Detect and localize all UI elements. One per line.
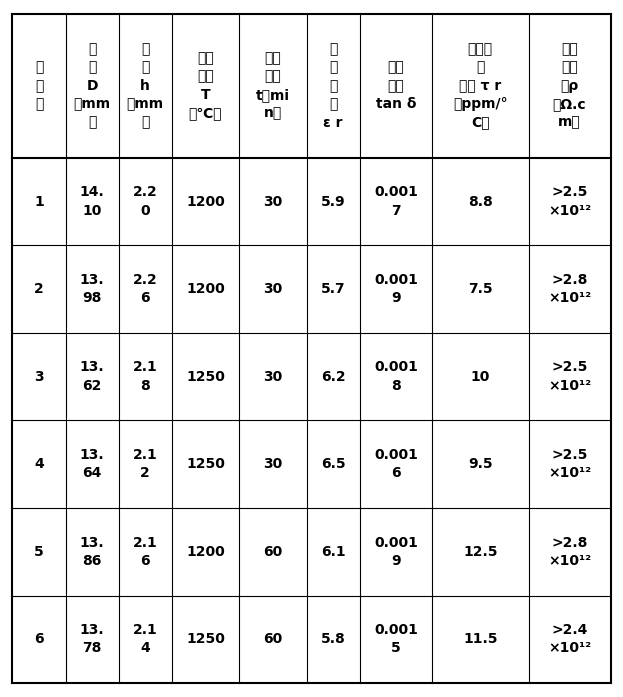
Text: 6.5: 6.5 [321, 457, 346, 471]
Text: 0.001
7: 0.001 7 [374, 185, 418, 217]
Text: 8.8: 8.8 [468, 194, 493, 208]
Text: 13.
86: 13. 86 [80, 535, 105, 568]
Text: 13.
98: 13. 98 [80, 273, 105, 305]
Text: 30: 30 [264, 194, 283, 208]
Text: 0.001
8: 0.001 8 [374, 360, 418, 393]
Text: 2: 2 [34, 282, 44, 296]
Text: 1250: 1250 [186, 369, 225, 383]
Text: 绝缘
电阻
率ρ
（Ω.c
m）: 绝缘 电阻 率ρ （Ω.c m） [553, 42, 586, 130]
Text: 2.2
0: 2.2 0 [133, 185, 158, 217]
Text: 介电
损耗
tan δ: 介电 损耗 tan δ [376, 61, 416, 112]
Text: 30: 30 [264, 457, 283, 471]
Text: 30: 30 [264, 282, 283, 296]
Text: 13.
64: 13. 64 [80, 448, 105, 480]
Text: 实
施
例: 实 施 例 [35, 61, 43, 112]
Text: 直
径
D
（mm
）: 直 径 D （mm ） [74, 42, 111, 130]
Text: 2.1
8: 2.1 8 [133, 360, 158, 393]
Text: 5: 5 [34, 545, 44, 559]
Text: 1250: 1250 [186, 457, 225, 471]
Text: 60: 60 [264, 632, 283, 646]
Text: 5.7: 5.7 [321, 282, 346, 296]
Text: 12.5: 12.5 [463, 545, 498, 559]
Text: 10: 10 [470, 369, 490, 383]
Text: 2.1
2: 2.1 2 [133, 448, 158, 480]
Text: 0.001
9: 0.001 9 [374, 535, 418, 568]
Text: 30: 30 [264, 369, 283, 383]
Text: 0.001
9: 0.001 9 [374, 273, 418, 305]
Text: 13.
62: 13. 62 [80, 360, 105, 393]
Text: 9.5: 9.5 [468, 457, 493, 471]
Text: >2.8
×10¹²: >2.8 ×10¹² [548, 535, 591, 568]
Text: 介
电
常
数
ε r: 介 电 常 数 ε r [323, 42, 343, 130]
Text: 烧结
温度
T
（℃）: 烧结 温度 T （℃） [189, 52, 222, 121]
Text: >2.8
×10¹²: >2.8 ×10¹² [548, 273, 591, 305]
Text: 1200: 1200 [186, 194, 225, 208]
Text: 6.2: 6.2 [321, 369, 346, 383]
Text: 1250: 1250 [186, 632, 225, 646]
Text: 烧结
时间
t（mi
n）: 烧结 时间 t（mi n） [256, 52, 290, 121]
Text: 2.2
6: 2.2 6 [133, 273, 158, 305]
Text: 5.8: 5.8 [321, 632, 346, 646]
Text: 0.001
6: 0.001 6 [374, 448, 418, 480]
Text: 6: 6 [34, 632, 44, 646]
Text: 0.001
5: 0.001 5 [374, 623, 418, 655]
Text: >2.4
×10¹²: >2.4 ×10¹² [548, 623, 591, 655]
Text: 14.
10: 14. 10 [80, 185, 105, 217]
Text: 60: 60 [264, 545, 283, 559]
Text: 1: 1 [34, 194, 44, 208]
Text: 13.
78: 13. 78 [80, 623, 105, 655]
Text: 1200: 1200 [186, 282, 225, 296]
Text: 2.1
4: 2.1 4 [133, 623, 158, 655]
Text: 11.5: 11.5 [463, 632, 498, 646]
Text: 3: 3 [34, 369, 44, 383]
Text: 4: 4 [34, 457, 44, 471]
Text: 7.5: 7.5 [468, 282, 493, 296]
Text: 谐振温
度
系数 τ r
（ppm/°
C）: 谐振温 度 系数 τ r （ppm/° C） [453, 42, 508, 130]
Text: 5.9: 5.9 [321, 194, 346, 208]
Text: >2.5
×10¹²: >2.5 ×10¹² [548, 360, 591, 393]
Text: >2.5
×10¹²: >2.5 ×10¹² [548, 448, 591, 480]
Text: >2.5
×10¹²: >2.5 ×10¹² [548, 185, 591, 217]
Text: 2.1
6: 2.1 6 [133, 535, 158, 568]
Text: 1200: 1200 [186, 545, 225, 559]
Text: 6.1: 6.1 [321, 545, 346, 559]
Text: 高
度
h
（mm
）: 高 度 h （mm ） [126, 42, 164, 130]
